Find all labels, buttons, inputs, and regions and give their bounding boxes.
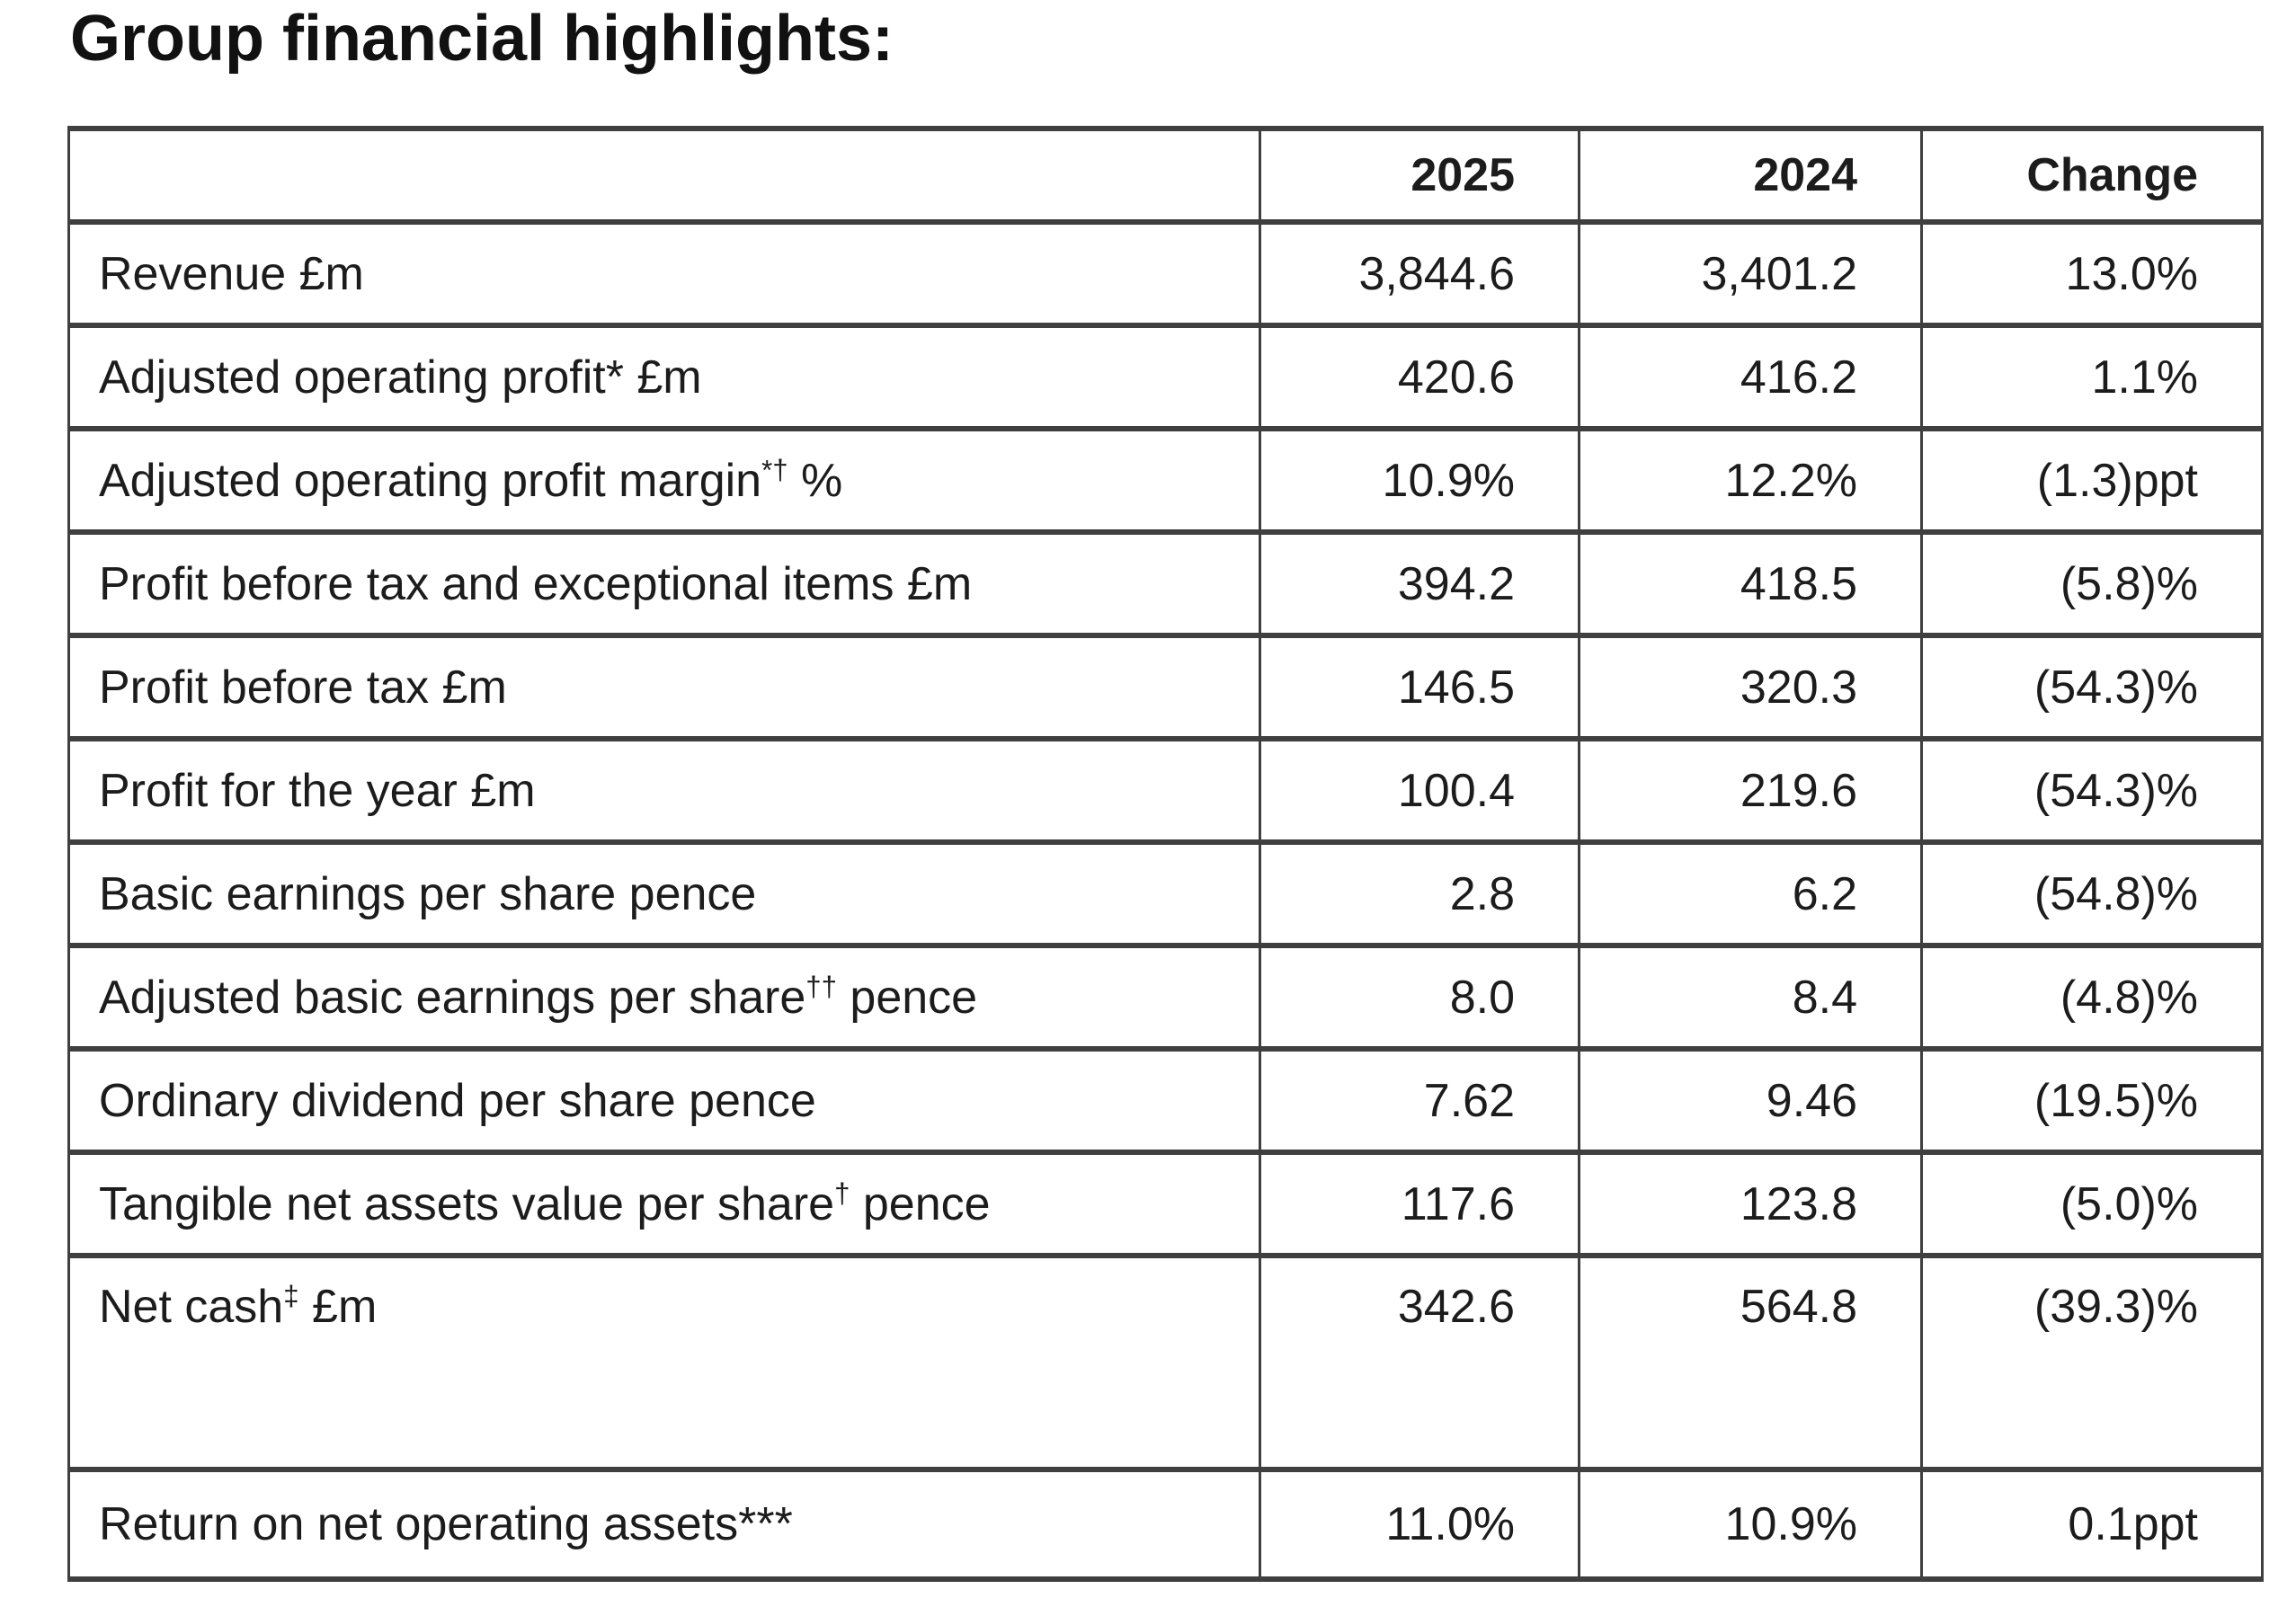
table-row-net-cash: Net cash‡ £m 342.6 564.8 (39.3)% [67, 1253, 2264, 1472]
table-row: Basic earnings per share pence 2.8 6.2 (… [67, 839, 2264, 948]
metric-label-text: Revenue £m [99, 247, 364, 300]
value-change: (39.3)% [1920, 1253, 2264, 1472]
value-2025: 10.9% [1259, 426, 1580, 535]
value-change: 1.1% [1920, 323, 2264, 431]
footnote-marker: *† [761, 454, 788, 486]
metric-label-text: Adjusted operating profit margin [99, 454, 762, 507]
header-change: Change [1920, 126, 2264, 225]
value-2025: 3,844.6 [1259, 219, 1580, 328]
metric-label-text: Adjusted operating profit* £m [99, 351, 702, 404]
value-2024: 6.2 [1578, 839, 1923, 948]
metric-label: Profit before tax £m [67, 633, 1261, 741]
metric-label-text: Net cash [99, 1281, 284, 1333]
table-row: Profit before tax £m 146.5 320.3 (54.3)% [67, 633, 2264, 741]
value-change: (19.5)% [1920, 1046, 2264, 1155]
value-2024: 8.4 [1578, 943, 1923, 1052]
value-2024: 123.8 [1578, 1150, 1923, 1258]
table-row: Tangible net assets value per share† pen… [67, 1150, 2264, 1258]
metric-label: Adjusted basic earnings per share†† penc… [67, 943, 1261, 1052]
value-change: (5.0)% [1920, 1150, 2264, 1258]
metric-label: Return on net operating assets*** [67, 1467, 1261, 1582]
value-2025: 117.6 [1259, 1150, 1580, 1258]
value-change: (4.8)% [1920, 943, 2264, 1052]
value-2025: 342.6 [1259, 1253, 1580, 1472]
metric-label: Revenue £m [67, 219, 1261, 328]
value-2025: 420.6 [1259, 323, 1580, 431]
value-2024: 12.2% [1578, 426, 1923, 535]
metric-label: Profit for the year £m [67, 736, 1261, 845]
value-change: (54.3)% [1920, 633, 2264, 741]
financial-highlights-table: 2025 2024 Change Revenue £m 3,844.6 3,40… [67, 126, 2264, 1582]
table-row: Return on net operating assets*** 11.0% … [67, 1467, 2264, 1582]
metric-label-text: Ordinary dividend per share pence [99, 1074, 816, 1127]
header-metric [67, 126, 1261, 225]
metric-label-text: Profit before tax £m [99, 661, 507, 714]
footnote-marker: † [834, 1177, 850, 1210]
value-2025: 2.8 [1259, 839, 1580, 948]
table-row: Profit before tax and exceptional items … [67, 529, 2264, 638]
value-change: 0.1ppt [1920, 1467, 2264, 1582]
value-change: (54.8)% [1920, 839, 2264, 948]
table-row: Revenue £m 3,844.6 3,401.2 13.0% [67, 219, 2264, 328]
metric-label-suffix: £m [298, 1281, 378, 1333]
metric-label-text: Profit before tax and exceptional items … [99, 557, 973, 610]
value-2025: 11.0% [1259, 1467, 1580, 1582]
value-2025: 100.4 [1259, 736, 1580, 845]
metric-label-text: Adjusted basic earnings per share [99, 971, 806, 1024]
metric-label: Net cash‡ £m [67, 1253, 1261, 1472]
value-change: (5.8)% [1920, 529, 2264, 638]
value-2024: 320.3 [1578, 633, 1923, 741]
header-2024: 2024 [1578, 126, 1923, 225]
value-2025: 8.0 [1259, 943, 1580, 1052]
value-2025: 394.2 [1259, 529, 1580, 638]
metric-label: Adjusted operating profit margin*† % [67, 426, 1261, 535]
table-row: Ordinary dividend per share pence 7.62 9… [67, 1046, 2264, 1155]
footnote-marker: †† [805, 971, 837, 1003]
footnote-marker: ‡ [283, 1280, 299, 1312]
value-2024: 564.8 [1578, 1253, 1923, 1472]
metric-label: Profit before tax and exceptional items … [67, 529, 1261, 638]
metric-label: Tangible net assets value per share† pen… [67, 1150, 1261, 1258]
value-2024: 416.2 [1578, 323, 1923, 431]
value-2024: 418.5 [1578, 529, 1923, 638]
page-title: Group financial highlights: [70, 3, 894, 75]
metric-label-suffix: % [788, 454, 843, 507]
metric-label-text: Return on net operating assets*** [99, 1498, 793, 1550]
header-2025: 2025 [1259, 126, 1580, 225]
table-row: Profit for the year £m 100.4 219.6 (54.3… [67, 736, 2264, 845]
value-2025: 7.62 [1259, 1046, 1580, 1155]
metric-label: Basic earnings per share pence [67, 839, 1261, 948]
metric-label: Adjusted operating profit* £m [67, 323, 1261, 431]
table-row: Adjusted operating profit* £m 420.6 416.… [67, 323, 2264, 431]
header-row: 2025 2024 Change [67, 126, 2264, 225]
metric-label: Ordinary dividend per share pence [67, 1046, 1261, 1155]
metric-label-text: Profit for the year £m [99, 764, 536, 817]
metric-label-text: Basic earnings per share pence [99, 867, 757, 920]
value-2024: 3,401.2 [1578, 219, 1923, 328]
value-2025: 146.5 [1259, 633, 1580, 741]
value-2024: 9.46 [1578, 1046, 1923, 1155]
value-2024: 10.9% [1578, 1467, 1923, 1582]
value-change: (54.3)% [1920, 736, 2264, 845]
metric-label-text: Tangible net assets value per share [99, 1177, 835, 1230]
value-change: (1.3)ppt [1920, 426, 2264, 535]
metric-label-suffix: pence [836, 971, 978, 1024]
value-2024: 219.6 [1578, 736, 1923, 845]
metric-label-suffix: pence [850, 1177, 991, 1230]
table-row: Adjusted basic earnings per share†† penc… [67, 943, 2264, 1052]
table-row: Adjusted operating profit margin*† % 10.… [67, 426, 2264, 535]
value-change: 13.0% [1920, 219, 2264, 328]
